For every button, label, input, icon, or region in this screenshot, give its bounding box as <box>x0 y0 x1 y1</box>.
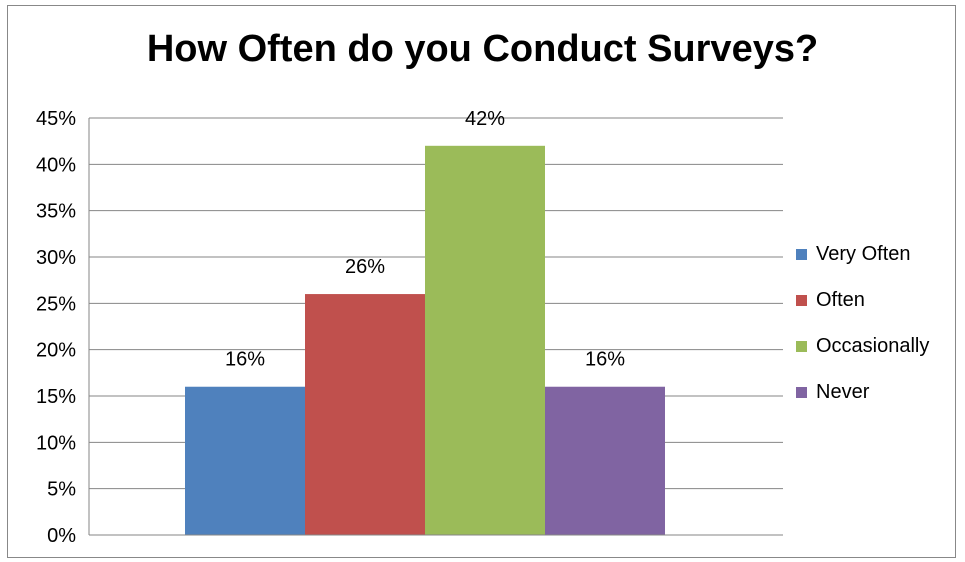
legend-item: Never <box>796 380 961 404</box>
legend-swatch <box>796 387 807 398</box>
legend-swatch <box>796 341 807 352</box>
legend-item: Very Often <box>796 242 961 266</box>
legend-swatch <box>796 295 807 306</box>
y-tick-label: 15% <box>36 386 76 408</box>
y-tick-label: 30% <box>36 247 76 269</box>
legend: Very Often Often Occasionally Never <box>796 242 961 426</box>
bar-very-often <box>185 386 305 535</box>
bar-occasionally <box>425 145 545 536</box>
data-label-often: 26% <box>345 256 385 278</box>
y-axis-tick-labels: 0% 5% 10% 15% 20% 25% 30% 35% 40% 45% <box>36 108 76 547</box>
data-label-very-often: 16% <box>225 349 265 371</box>
y-tick-label: 45% <box>36 108 76 130</box>
data-label-never: 16% <box>585 349 625 371</box>
y-tick-label: 25% <box>36 293 76 315</box>
legend-label: Never <box>816 381 870 403</box>
legend-label: Very Often <box>816 243 911 265</box>
y-tick-label: 35% <box>36 201 76 223</box>
data-labels: 16% 26% 42% 16% <box>225 108 625 371</box>
y-tick-label: 5% <box>47 479 76 501</box>
y-tick-label: 40% <box>36 154 76 176</box>
chart-title: How Often do you Conduct Surveys? <box>146 28 819 70</box>
bar-often <box>305 294 425 535</box>
y-tick-label: 0% <box>47 525 76 547</box>
bars <box>185 145 665 536</box>
y-tick-label: 10% <box>36 432 76 454</box>
y-tick-label: 20% <box>36 340 76 362</box>
legend-label: Occasionally <box>816 335 930 357</box>
bar-never <box>545 386 665 535</box>
legend-item: Occasionally <box>796 334 961 358</box>
data-label-occasionally: 42% <box>465 108 505 130</box>
legend-label: Often <box>816 289 865 311</box>
legend-item: Often <box>796 288 961 312</box>
legend-swatch <box>796 249 807 260</box>
